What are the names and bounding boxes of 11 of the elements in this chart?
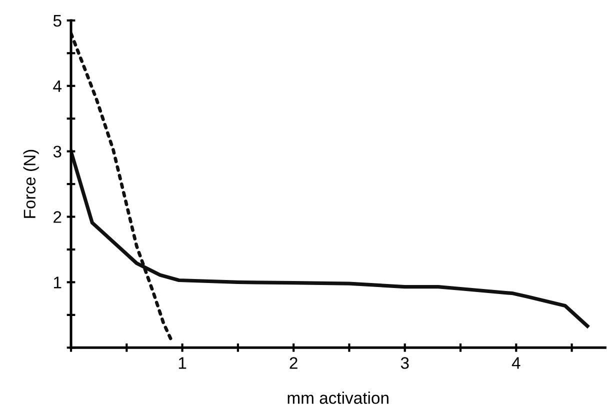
y-tick-label: 2 (54, 211, 62, 223)
x-tick-label: 4 (512, 357, 520, 369)
x-tick-label: 2 (290, 357, 298, 369)
y-tick-label: 1 (54, 276, 62, 288)
x-axis-title: mm activation (288, 392, 388, 404)
y-tick-label: 3 (53, 146, 62, 158)
y-tick-label: 5 (53, 15, 62, 27)
y-axis-title: Force (N) (23, 150, 39, 218)
x-tick-label: 1 (178, 357, 186, 369)
y-tick-label: 4 (53, 80, 62, 92)
x-tick-label: 3 (400, 357, 409, 369)
